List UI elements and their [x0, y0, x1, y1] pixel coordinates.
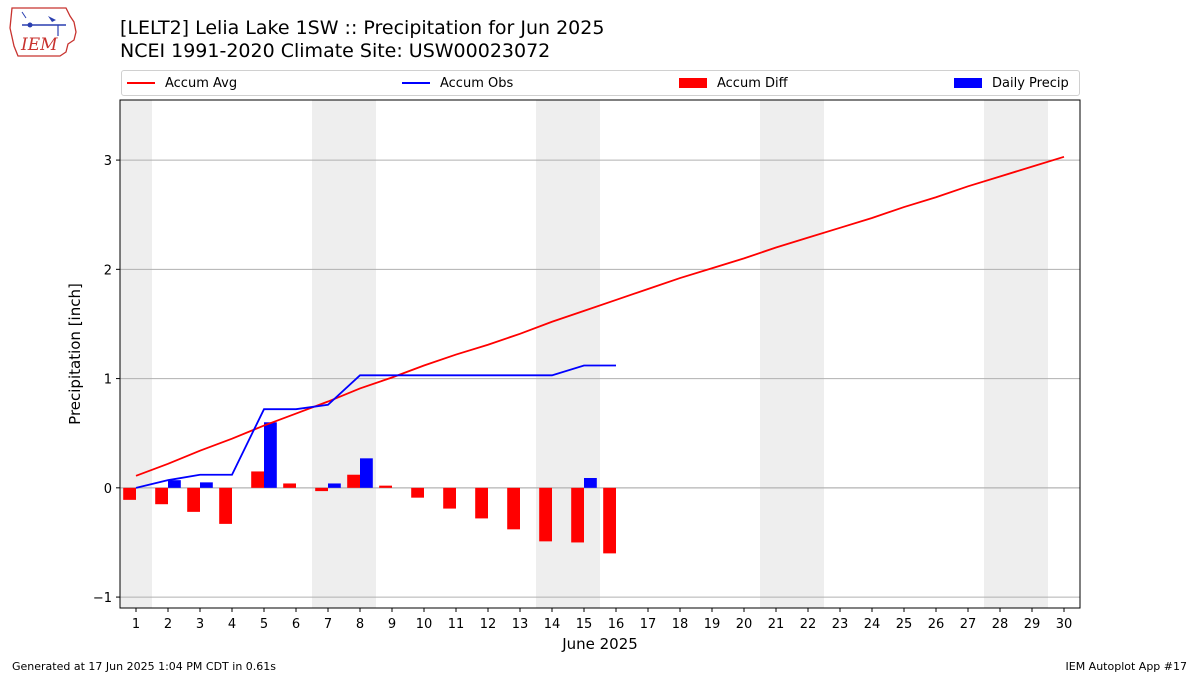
iem-logo	[8, 6, 80, 62]
weekend-shade	[120, 100, 152, 608]
x-tick-label: 16	[608, 617, 625, 632]
legend-label-accum-avg: Accum Avg	[165, 75, 238, 91]
accum-diff-bar	[411, 487, 424, 498]
y-tick-label: −1	[93, 591, 112, 606]
legend: Accum Avg Accum Obs Accum Diff Daily Pre…	[121, 70, 1080, 96]
accum-diff-bar	[443, 487, 456, 509]
legend-label-daily-precip: Daily Precip	[992, 75, 1069, 91]
x-tick-label: 5	[260, 617, 268, 632]
chart-title: [LELT2] Lelia Lake 1SW :: Precipitation …	[120, 17, 605, 39]
x-tick-label: 29	[1024, 617, 1041, 632]
accum-diff-bar	[283, 483, 296, 488]
x-tick-label: 6	[292, 617, 300, 632]
legend-label-accum-obs: Accum Obs	[440, 75, 514, 91]
x-tick-label: 25	[896, 617, 913, 632]
accum-diff-bar	[251, 471, 264, 488]
legend-item-accum-avg: Accum Avg	[127, 71, 237, 95]
x-tick-label: 1	[132, 617, 140, 632]
x-tick-label: 9	[388, 617, 396, 632]
x-tick-label: 17	[640, 617, 657, 632]
weekend-shade	[760, 100, 824, 608]
accum-diff-bar	[123, 487, 136, 500]
x-tick-label: 15	[576, 617, 593, 632]
weekend-shade	[984, 100, 1048, 608]
accum-diff-bar	[379, 485, 392, 488]
y-tick-label: 3	[104, 154, 112, 169]
x-tick-label: 28	[992, 617, 1009, 632]
x-tick-label: 7	[324, 617, 332, 632]
x-tick-label: 18	[672, 617, 689, 632]
legend-item-accum-diff: Accum Diff	[679, 71, 788, 95]
x-tick-label: 27	[960, 617, 977, 632]
x-tick-label: 8	[356, 617, 364, 632]
accum-diff-bar	[347, 474, 360, 488]
legend-item-daily-precip: Daily Precip	[954, 71, 1069, 95]
x-tick-label: 13	[512, 617, 529, 632]
x-tick-label: 2	[164, 617, 172, 632]
x-tick-label: 26	[928, 617, 945, 632]
accum-obs-line	[135, 364, 616, 489]
y-tick-label: 0	[104, 482, 112, 497]
daily-precip-bar	[328, 483, 341, 488]
accum-diff-bar	[219, 487, 232, 524]
daily-precip-bar	[360, 458, 373, 488]
accum-diff-bar	[187, 487, 200, 512]
x-tick-label: 23	[832, 617, 849, 632]
footer-app-id: IEM Autoplot App #17	[1065, 660, 1188, 673]
x-axis-label: June 2025	[561, 635, 638, 653]
x-tick-label: 21	[768, 617, 785, 632]
x-tick-label: 12	[480, 617, 497, 632]
footer-generated: Generated at 17 Jun 2025 1:04 PM CDT in …	[12, 660, 277, 673]
accum-diff-bar	[603, 487, 616, 554]
accum-diff-bar	[315, 487, 328, 492]
daily-precip-bar	[264, 422, 277, 488]
legend-item-accum-obs: Accum Obs	[402, 71, 513, 95]
x-tick-label: 10	[416, 617, 433, 632]
accum-diff-bar	[475, 487, 488, 519]
x-tick-label: 11	[448, 617, 465, 632]
legend-label-accum-diff: Accum Diff	[717, 75, 788, 91]
y-tick-label: 2	[104, 263, 112, 278]
accum-avg-line	[135, 155, 1065, 477]
y-tick-label: 1	[104, 373, 112, 388]
weekend-shade	[312, 100, 376, 608]
x-tick-label: 19	[704, 617, 721, 632]
plot-frame	[119, 99, 1081, 609]
daily-precip-bar	[584, 477, 597, 488]
legend-swatch-accum-obs	[402, 82, 430, 84]
accum-diff-bar	[507, 487, 520, 530]
accum-diff-bar	[539, 487, 552, 542]
x-tick-label: 30	[1056, 617, 1073, 632]
x-tick-label: 3	[196, 617, 204, 632]
x-tick-label: 20	[736, 617, 753, 632]
legend-swatch-daily-precip	[954, 78, 982, 88]
legend-swatch-accum-diff	[679, 78, 707, 88]
y-axis-label: Precipitation [inch]	[66, 283, 84, 425]
x-tick-label: 4	[228, 617, 236, 632]
accum-diff-bar	[571, 487, 584, 543]
logo-text: IEM	[21, 35, 58, 55]
chart-subtitle: NCEI 1991-2020 Climate Site: USW00023072	[120, 40, 551, 62]
x-tick-label: 14	[544, 617, 561, 632]
daily-precip-bar	[200, 482, 213, 488]
daily-precip-bar	[168, 480, 181, 488]
accum-diff-bar	[155, 487, 168, 505]
x-tick-label: 22	[800, 617, 817, 632]
x-tick-label: 24	[864, 617, 881, 632]
legend-swatch-accum-avg	[127, 82, 155, 84]
